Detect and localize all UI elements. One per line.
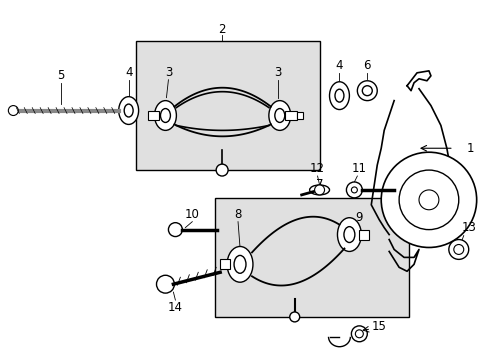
- Circle shape: [418, 190, 438, 210]
- Circle shape: [314, 185, 324, 195]
- Text: 14: 14: [167, 301, 183, 314]
- Circle shape: [362, 86, 371, 96]
- Ellipse shape: [268, 100, 290, 130]
- Circle shape: [289, 312, 299, 322]
- Circle shape: [381, 152, 476, 247]
- Circle shape: [398, 170, 458, 230]
- Text: 12: 12: [309, 162, 325, 175]
- Bar: [284, 111, 296, 121]
- Circle shape: [448, 239, 468, 260]
- Text: 10: 10: [184, 208, 199, 221]
- Text: 13: 13: [460, 221, 475, 234]
- Text: 11: 11: [351, 162, 366, 175]
- Circle shape: [351, 326, 366, 342]
- Text: 8: 8: [234, 208, 241, 221]
- Circle shape: [168, 223, 182, 237]
- Ellipse shape: [160, 109, 170, 122]
- Circle shape: [355, 330, 363, 338]
- Ellipse shape: [334, 89, 343, 102]
- Bar: [296, 112, 302, 120]
- Bar: [359, 230, 368, 239]
- Text: 1: 1: [466, 142, 473, 155]
- Text: 4: 4: [335, 59, 343, 72]
- Ellipse shape: [343, 227, 354, 243]
- Ellipse shape: [274, 109, 284, 122]
- Text: 7: 7: [315, 179, 323, 192]
- Ellipse shape: [329, 82, 349, 109]
- Circle shape: [357, 81, 376, 100]
- Bar: [215, 198, 408, 317]
- Bar: [147, 111, 159, 121]
- Circle shape: [8, 105, 18, 116]
- Bar: [220, 260, 230, 269]
- Ellipse shape: [234, 255, 245, 273]
- Circle shape: [346, 182, 362, 198]
- Text: 15: 15: [371, 320, 386, 333]
- Bar: [135, 41, 319, 170]
- Circle shape: [156, 275, 174, 293]
- Text: 9: 9: [355, 211, 363, 224]
- Text: 3: 3: [164, 66, 172, 79]
- Ellipse shape: [337, 218, 361, 251]
- Circle shape: [453, 244, 463, 255]
- Text: 3: 3: [274, 66, 281, 79]
- Ellipse shape: [119, 96, 138, 125]
- Text: 6: 6: [363, 59, 370, 72]
- Text: 4: 4: [124, 66, 132, 79]
- Circle shape: [216, 164, 227, 176]
- Ellipse shape: [154, 100, 176, 130]
- Ellipse shape: [309, 185, 329, 195]
- Ellipse shape: [124, 104, 133, 117]
- Text: 2: 2: [218, 23, 225, 36]
- Ellipse shape: [226, 247, 252, 282]
- Circle shape: [351, 187, 357, 193]
- Text: 5: 5: [57, 69, 64, 82]
